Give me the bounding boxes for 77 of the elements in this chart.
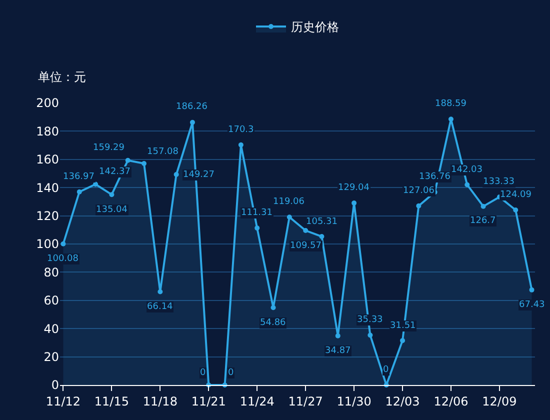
data-label: 109.57 <box>290 241 322 251</box>
legend-label: 历史价格 <box>291 20 339 34</box>
y-tick-label: 100 <box>36 237 59 252</box>
data-label: 31.51 <box>390 321 416 331</box>
data-label: 136.97 <box>63 172 94 182</box>
point <box>319 234 324 240</box>
y-axis-title: 单位：元 <box>38 70 86 84</box>
point <box>125 158 130 163</box>
data-label: 136.76 <box>419 172 451 182</box>
data-label: 142.37 <box>99 167 130 177</box>
data-label: 100.08 <box>47 254 79 264</box>
point <box>529 287 534 292</box>
y-tick-label: 200 <box>36 96 59 110</box>
point <box>400 338 406 344</box>
data-label: 111.31 <box>241 208 272 218</box>
point <box>335 333 340 338</box>
y-tick-label: 140 <box>36 180 59 195</box>
point <box>254 226 260 231</box>
point <box>142 161 147 166</box>
data-label: 66.14 <box>147 302 174 312</box>
x-tick-label: 11/30 <box>336 394 372 408</box>
point <box>190 120 195 125</box>
data-label: 0 <box>200 368 206 378</box>
point <box>513 208 518 213</box>
data-label: 135.04 <box>96 205 128 215</box>
data-label: 159.29 <box>93 143 125 153</box>
point <box>109 192 114 198</box>
y-tick-label: 60 <box>44 294 59 308</box>
x-tick-label: 12/09 <box>482 394 517 408</box>
point <box>303 228 308 234</box>
data-label: 133.33 <box>483 177 514 187</box>
point <box>352 200 357 206</box>
data-label: 67.43 <box>519 300 545 310</box>
data-label: 186.26 <box>176 102 208 112</box>
point <box>158 289 163 294</box>
data-label: 119.06 <box>273 197 305 207</box>
data-label: 142.03 <box>451 165 482 175</box>
x-tick-label: 11/15 <box>94 394 129 408</box>
data-label: 34.87 <box>325 346 351 356</box>
data-label: 126.7 <box>470 216 496 226</box>
y-tick-label: 160 <box>36 152 59 167</box>
x-tick-label: 11/21 <box>191 394 226 408</box>
point <box>368 332 373 338</box>
point <box>416 203 422 208</box>
point <box>238 142 244 148</box>
x-tick-label: 12/06 <box>434 394 468 408</box>
point <box>60 241 66 246</box>
x-tick-label: 11/18 <box>142 394 178 408</box>
x-tick-label: 11/12 <box>46 394 81 408</box>
y-tick-label: 120 <box>36 209 59 223</box>
point <box>174 172 179 178</box>
data-label: 124.09 <box>500 190 532 200</box>
point <box>76 189 82 194</box>
y-tick-label: 40 <box>44 322 59 336</box>
y-tick-label: 20 <box>44 350 59 364</box>
y-tick-label: 180 <box>36 124 59 138</box>
x-tick-label: 11/27 <box>288 394 323 408</box>
data-label: 0 <box>228 368 234 378</box>
data-label: 54.86 <box>260 318 286 328</box>
data-label: 127.06 <box>403 186 435 196</box>
point <box>286 214 292 220</box>
point <box>270 305 276 310</box>
point <box>480 204 486 209</box>
data-label: 149.27 <box>183 170 214 180</box>
data-label: 105.31 <box>306 217 338 227</box>
data-label: 129.04 <box>338 183 370 193</box>
data-label: 170.3 <box>228 125 254 135</box>
x-tick-label: 11/24 <box>240 394 274 408</box>
y-tick-label: 0 <box>51 378 59 392</box>
data-label: 0 <box>383 365 389 375</box>
data-label: 35.33 <box>357 315 383 325</box>
y-tick-label: 80 <box>44 265 59 280</box>
data-label: 188.59 <box>435 99 467 109</box>
point <box>464 182 470 188</box>
x-tick-label: 12/03 <box>385 394 420 408</box>
data-label: 157.08 <box>147 147 179 157</box>
point <box>93 182 98 187</box>
